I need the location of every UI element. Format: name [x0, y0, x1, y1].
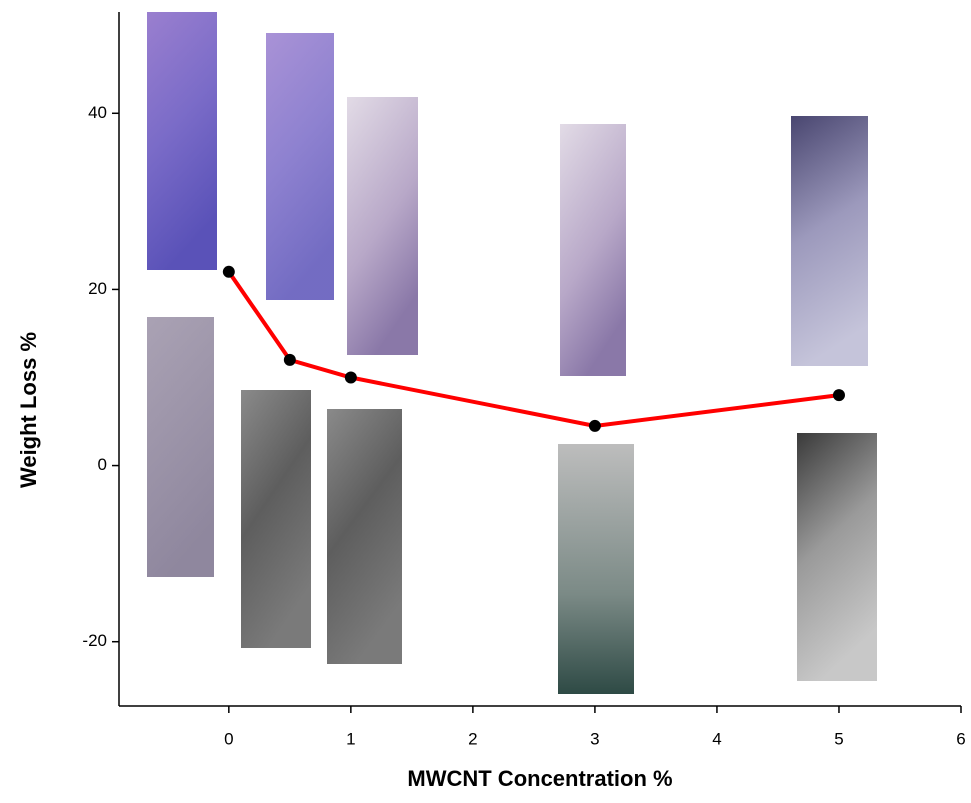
photo — [147, 317, 214, 577]
y-tick-label: -20 — [82, 631, 107, 650]
x-tick-label: 2 — [468, 729, 477, 748]
page: {"chart_data": {"type": "line", "x_label… — [0, 0, 971, 803]
point — [223, 266, 235, 278]
photo — [797, 433, 877, 681]
y-tick-label: 20 — [88, 279, 107, 298]
photo — [147, 12, 217, 270]
x-axis-title: MWCNT Concentration % — [407, 766, 672, 791]
x-tick-label: 5 — [834, 729, 843, 748]
y-axis-title: Weight Loss % — [16, 332, 41, 488]
x-tick-label: 0 — [224, 729, 233, 748]
photo — [347, 97, 418, 355]
y-tick-label: 40 — [88, 103, 107, 122]
photo — [558, 444, 634, 694]
point — [284, 354, 296, 366]
x-tick-label: 4 — [712, 729, 721, 748]
chart: MWCNT Concentration % Weight Loss % -20 0… — [0, 0, 971, 798]
x-tick-label: 1 — [346, 729, 355, 748]
photo — [241, 390, 311, 648]
x-tick-label: 6 — [956, 729, 965, 748]
photo — [791, 116, 868, 366]
photo — [560, 124, 626, 376]
x-tick-label: 3 — [590, 729, 599, 748]
y-tick-label: 0 — [98, 455, 107, 474]
photo — [266, 33, 334, 300]
photos — [147, 12, 877, 694]
point — [345, 371, 357, 383]
point — [833, 389, 845, 401]
point — [589, 420, 601, 432]
photo — [327, 409, 402, 664]
